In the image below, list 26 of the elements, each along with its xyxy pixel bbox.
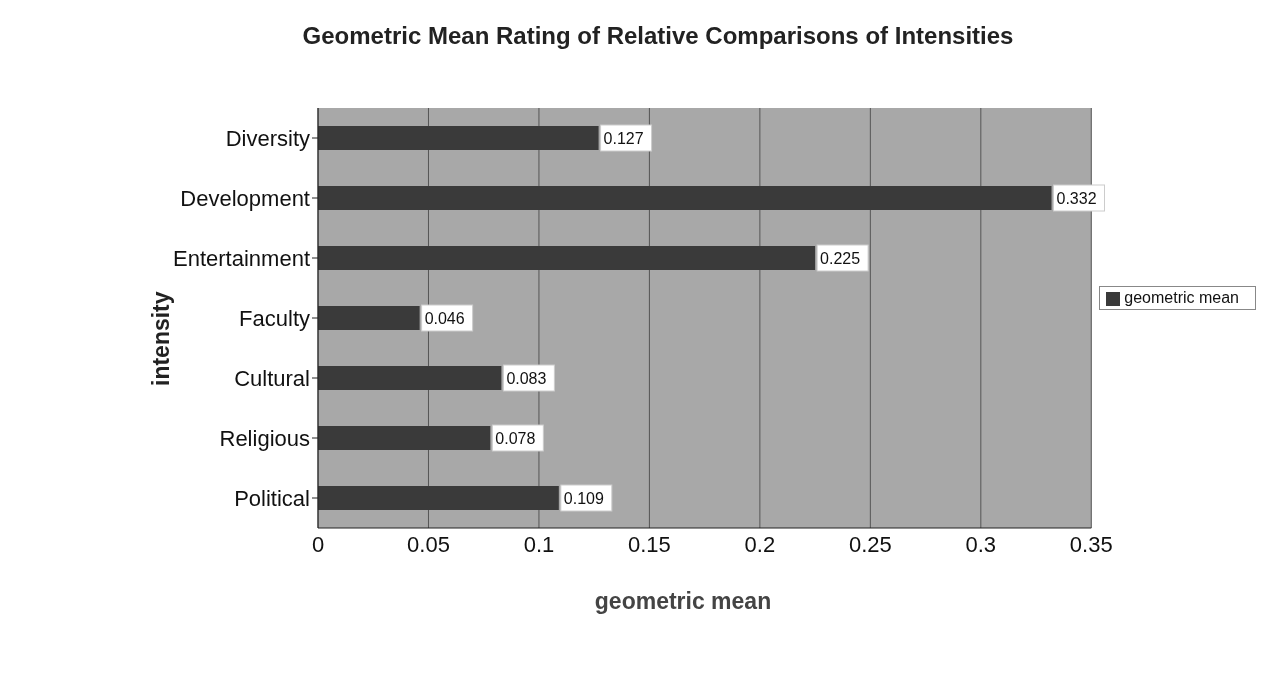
data-label: 0.078 (495, 430, 536, 447)
y-tick-label: Entertainment (173, 245, 310, 271)
y-tick-label: Political (234, 485, 310, 511)
x-axis-title: geometric mean (593, 588, 773, 615)
x-tick-label: 0.35 (1069, 531, 1113, 557)
y-axis-title: intensity (148, 291, 175, 386)
x-tick-label: 0.1 (523, 531, 555, 557)
x-tick-label: 0.25 (848, 531, 892, 557)
x-tick-label: 0.15 (627, 531, 671, 557)
data-label: 0.332 (1056, 190, 1097, 207)
y-tick-label: Cultural (234, 365, 310, 391)
y-tick-label: Religious (219, 425, 310, 451)
data-label: 0.046 (424, 310, 465, 327)
data-label: 0.225 (820, 250, 861, 267)
x-tick-label: 0.05 (407, 531, 450, 557)
legend-label: geometric mean (1124, 289, 1239, 306)
y-tick-label: Faculty (239, 305, 310, 331)
y-tick-label: Development (180, 185, 310, 211)
data-label: 0.109 (563, 490, 604, 507)
x-tick-label: 0 (311, 531, 325, 557)
chart-title: Geometric Mean Rating of Relative Comparisons of Intensities (301, 21, 1015, 51)
x-tick-label: 0.3 (965, 531, 997, 557)
data-label: 0.127 (603, 130, 644, 147)
x-tick-label: 0.2 (744, 531, 776, 557)
y-tick-label: Diversity (225, 125, 310, 151)
data-label: 0.083 (506, 370, 547, 387)
